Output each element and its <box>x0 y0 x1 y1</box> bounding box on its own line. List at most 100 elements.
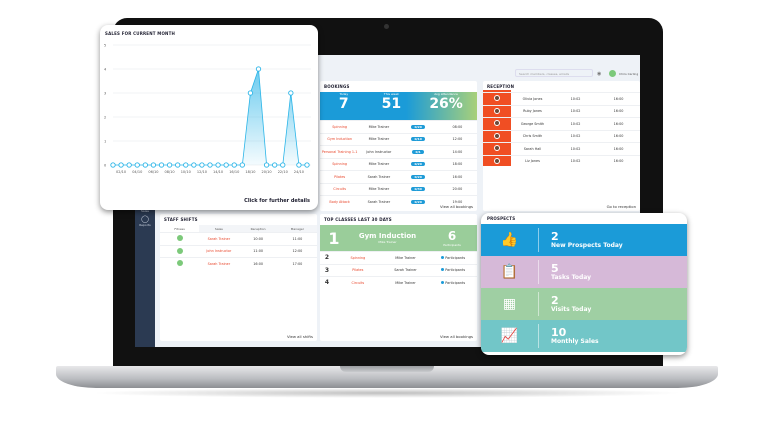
capacity-badge: 0/20 <box>411 162 425 167</box>
time: 20:00 <box>452 187 463 192</box>
tab-reception[interactable]: Reception <box>238 225 278 232</box>
prospect-text: 10 Monthly Sales <box>539 327 599 345</box>
check-in-time: 10:02 <box>570 109 581 114</box>
prospect-row[interactable]: 👍 2 New Prospects Today <box>481 224 687 256</box>
table-row[interactable]: Ruby Jones 10:02 16:00 <box>483 104 640 118</box>
table-row[interactable]: 2 Spinning Mike Trainer Participants <box>320 251 477 264</box>
avatar-cell <box>483 120 511 127</box>
further-details-link[interactable]: Click for further details <box>244 198 310 204</box>
sidebar-item-reports[interactable]: Reports <box>139 223 151 227</box>
capacity-badge: 0/1 <box>412 149 424 154</box>
capacity-badge: 0/10 <box>411 137 425 142</box>
capacity: 0/1 <box>399 149 438 154</box>
prospect-row[interactable]: 📈 10 Monthly Sales <box>481 320 687 352</box>
laptop-base <box>56 366 718 388</box>
user-name[interactable]: Chris Carling <box>619 72 639 76</box>
view-all-shifts-link[interactable]: View all shifts <box>286 334 313 339</box>
tab-manager[interactable]: Manager <box>277 225 317 232</box>
table-row[interactable]: Sarah Hall 10:02 16:00 <box>483 142 640 155</box>
view-all-bookings-link[interactable]: View all bookings <box>440 204 473 209</box>
trainer: Sarah Trainer <box>367 174 391 179</box>
table-row[interactable]: George Smith 10:02 16:00 <box>483 117 640 130</box>
table-row[interactable]: Spinning Mike Trainer 0/20 18:00 <box>320 157 477 171</box>
prospect-text: 2 New Prospects Today <box>539 231 623 249</box>
table-row[interactable]: John Instructor 11:00 12:00 <box>160 244 317 258</box>
table-row[interactable]: 3 Pilates Sarah Trainer Participants <box>320 263 477 277</box>
class-name: Personal Training 1-1 <box>321 149 358 154</box>
eye-icon[interactable]: ◉ <box>597 71 602 77</box>
trainer: Mike Trainer <box>368 137 390 142</box>
data-point <box>158 162 165 168</box>
y-tick-label: 4 <box>104 68 107 72</box>
table-row[interactable]: Gym Induction Mike Trainer 0/10 12:00 <box>320 132 477 146</box>
avatar-cell <box>483 107 511 115</box>
participants-label: Participants <box>445 255 466 260</box>
data-point <box>304 162 310 168</box>
class-name: Body Attack <box>329 199 350 204</box>
participants: Participants <box>429 255 477 260</box>
avatar <box>494 95 500 102</box>
table-row[interactable]: 4 Circuits Mike Trainer Participants <box>320 276 477 289</box>
data-point <box>255 66 262 72</box>
go-to-reception-link[interactable]: Go to reception <box>606 204 636 209</box>
participants-label: Participants <box>443 243 461 247</box>
trainer: Mike Trainer <box>368 187 390 192</box>
x-tick-label: 12/10 <box>197 170 207 174</box>
today-label: Today <box>339 92 349 96</box>
prospect-row[interactable]: ▦ 2 Visits Today <box>481 288 687 320</box>
member-name: Liz Jones <box>525 159 540 164</box>
table-row[interactable]: Body Attack Sarah Trainer 0/20 19:00 <box>320 195 477 208</box>
laptop-notch <box>340 366 434 372</box>
prospect-text: 2 Visits Today <box>539 295 591 313</box>
data-point <box>280 162 286 168</box>
prospect-row[interactable]: 📋 5 Tasks Today <box>481 256 687 288</box>
week-value: 51 <box>381 96 402 112</box>
time: 12:00 <box>452 137 463 142</box>
top-classes-title: TOP CLASSES LAST 30 DAYS <box>324 217 392 222</box>
rank: 1 <box>328 228 340 248</box>
tab-fitness[interactable]: Fitness <box>160 225 200 232</box>
rank: 2 <box>324 254 330 262</box>
check-out-time: 16:00 <box>613 109 624 114</box>
table-row[interactable]: Sarah Trainer 10:00 11:00 <box>160 232 317 245</box>
bookings-title: BOOKINGS <box>324 84 350 89</box>
staff-name: John Instructor <box>206 249 232 254</box>
table-row[interactable]: Pilates Sarah Trainer 0/20 16:00 <box>320 170 477 183</box>
class-name: Spinning <box>350 255 366 260</box>
participants-label: Participants <box>445 268 466 273</box>
avatar <box>176 247 183 254</box>
data-point <box>191 162 197 168</box>
table-row[interactable]: Circuits Mike Trainer 0/30 20:00 <box>320 182 477 196</box>
tab-sales[interactable]: Sales <box>199 225 239 232</box>
table-row[interactable]: Chris Smith 10:02 16:00 <box>483 129 640 143</box>
table-row[interactable]: Olivia Jones 10:02 16:00 <box>483 92 640 105</box>
capacity-badge: 0/30 <box>411 187 425 192</box>
view-all-bookings-link[interactable]: View all bookings <box>440 334 473 339</box>
table-row[interactable]: Spinning Mike Trainer 0/20 08:00 <box>320 120 477 133</box>
y-tick-label: 0 <box>104 164 106 168</box>
table-row[interactable]: Personal Training 1-1 John Instructor 0/1 1… <box>320 145 477 158</box>
check-out-time: 16:00 <box>613 121 624 126</box>
capacity-badge: 0/20 <box>411 199 425 204</box>
y-tick-label: 3 <box>104 92 106 96</box>
data-point <box>110 162 116 168</box>
sidebar-item-sales[interactable]: Sales <box>141 209 149 213</box>
check-out-time: 16:00 <box>613 159 624 164</box>
top-classes-card: TOP CLASSES LAST 30 DAYS 1 Gym Induction… <box>320 214 477 341</box>
class-name: Gym Induction <box>358 232 417 240</box>
data-point <box>288 90 294 96</box>
avatar[interactable] <box>609 70 616 77</box>
table-row[interactable]: Sarah Trainer 16:00 17:00 <box>160 257 317 270</box>
participants-label: Participants <box>445 280 466 285</box>
check-in-time: 10:02 <box>570 121 581 126</box>
search-input[interactable]: Search members, classes, emails <box>515 69 593 77</box>
y-tick-label: 2 <box>104 116 106 120</box>
x-tick-label: 22/10 <box>278 170 288 174</box>
avatar <box>494 107 500 114</box>
sales-chart-card[interactable]: SALES FOR CURRENT MONTH 0 1 2 3 4 5 02/10 04/10… <box>100 25 318 210</box>
camera <box>384 24 389 29</box>
laptop-shadow <box>90 388 684 398</box>
rank: 3 <box>324 266 330 274</box>
table-row[interactable]: Liz Jones 10:02 16:00 <box>483 154 640 168</box>
prospect-value: 10 <box>551 326 567 339</box>
